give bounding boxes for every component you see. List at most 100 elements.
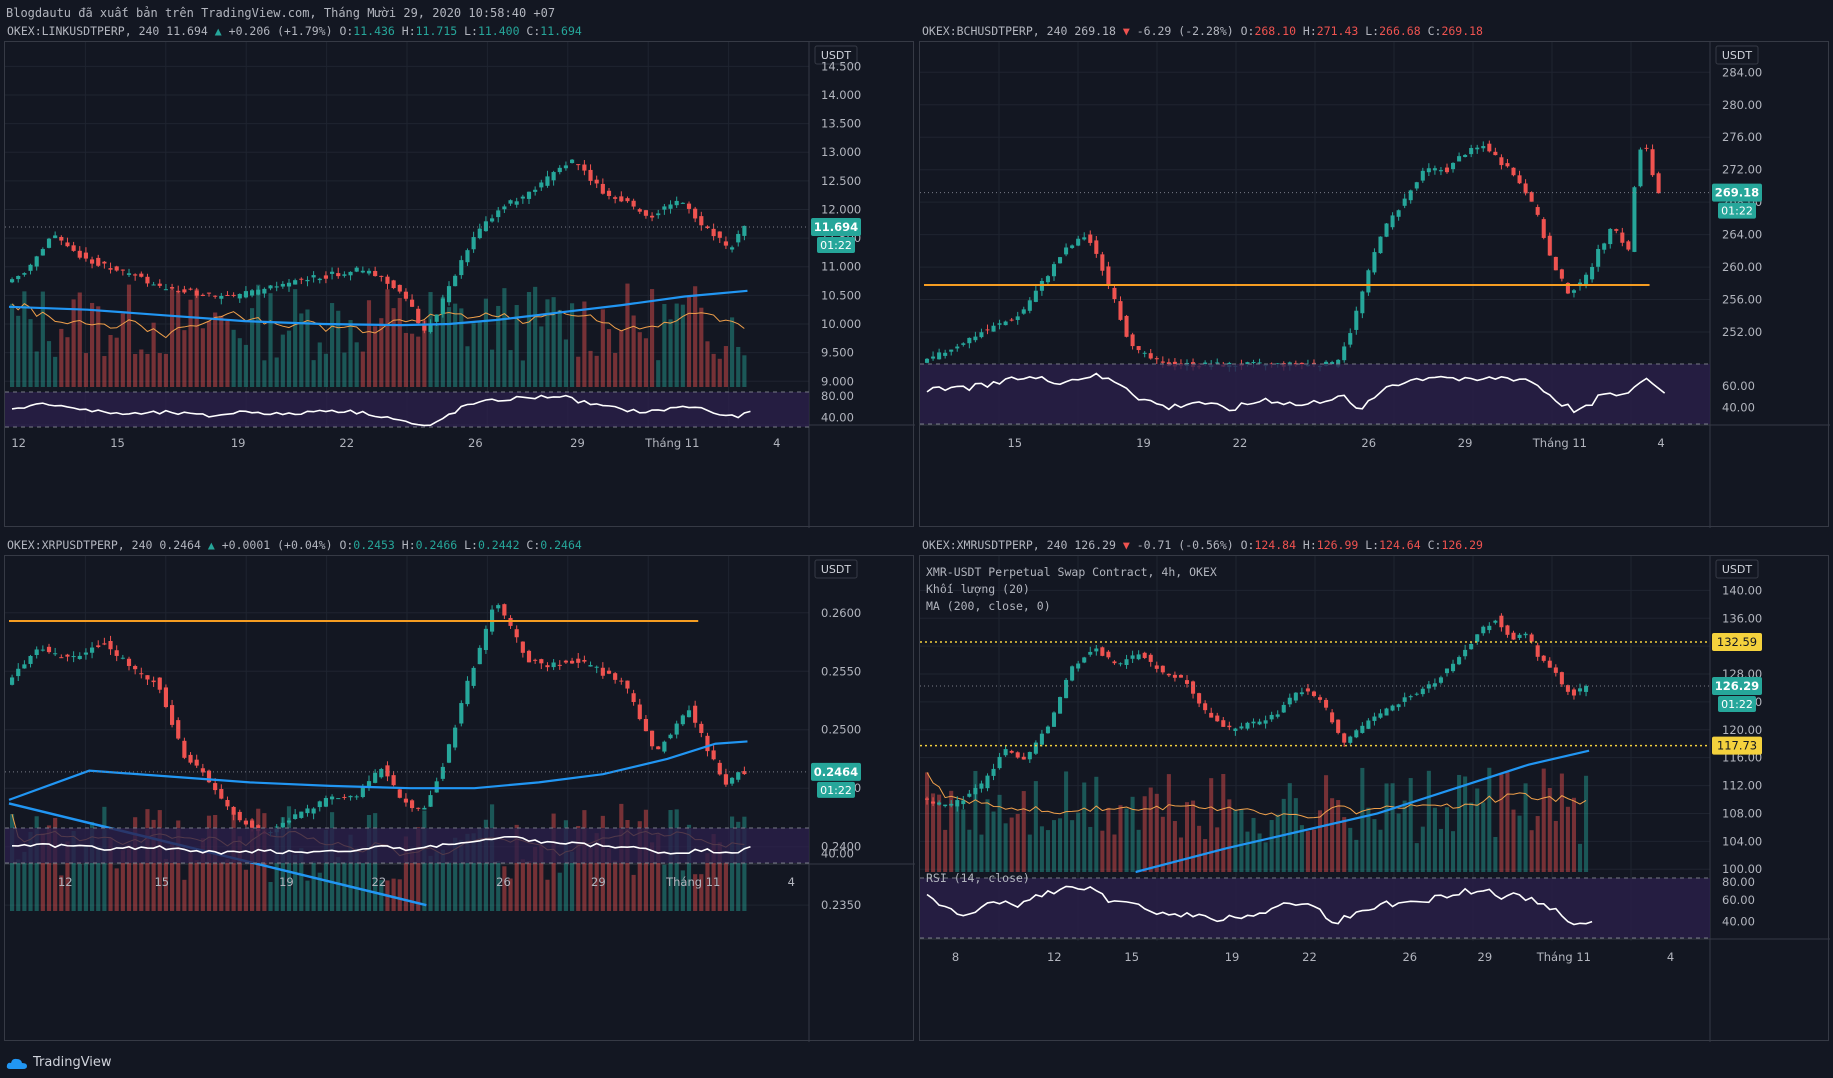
volume-bar — [1481, 802, 1486, 872]
candle — [1408, 696, 1413, 698]
candle — [317, 278, 322, 281]
volume-bar — [176, 291, 181, 387]
volume-bar — [1463, 776, 1468, 872]
chart-svg-xrp[interactable]: USDT0.26000.25500.25000.24500.24000.2350… — [5, 556, 915, 1042]
candle — [557, 664, 562, 666]
candle — [151, 680, 156, 683]
chart-svg-xmr[interactable]: USDT140.00136.00132.00128.00124.00120.00… — [920, 556, 1830, 1042]
candle — [213, 295, 218, 297]
candle — [711, 228, 716, 237]
volume-bar — [163, 353, 168, 387]
candle — [102, 643, 107, 645]
price-tick-label: 0.2500 — [821, 723, 861, 737]
time-axis-label: 4 — [773, 436, 780, 450]
candle — [582, 659, 587, 662]
volume-bar — [1130, 796, 1135, 872]
chart-panel-xrp[interactable]: OKEX:XRPUSDTPERP, 240 0.2464 ▲ +0.0001 (… — [4, 538, 915, 1042]
rsi-tick-label: 80.00 — [1722, 875, 1755, 889]
candle — [219, 788, 224, 799]
volume-bar — [16, 315, 21, 387]
volume-bar — [403, 836, 408, 911]
time-axis-label: 12 — [1047, 950, 1062, 964]
chart-svg-bch[interactable]: USDT284.00280.00276.00272.00268.00264.00… — [920, 42, 1830, 528]
volume-bar — [1172, 821, 1177, 872]
price-tick-label: 264.00 — [1722, 228, 1762, 242]
candle — [145, 276, 150, 284]
candle — [46, 646, 52, 653]
volume-bar — [1118, 805, 1123, 872]
candle — [465, 250, 470, 263]
candle — [1541, 655, 1546, 661]
volume-bar — [1160, 816, 1165, 872]
volume-bar — [286, 330, 292, 387]
candle — [563, 660, 568, 663]
chart-panel-link[interactable]: OKEX:LINKUSDTPERP, 240 11.694 ▲ +0.206 (… — [4, 24, 915, 528]
candle — [1438, 677, 1443, 683]
volume-bar — [686, 824, 692, 911]
time-axis-label: 19 — [231, 436, 246, 450]
last-price-tag — [1712, 676, 1762, 695]
volume-bar — [194, 860, 199, 911]
candle — [520, 641, 525, 653]
candle — [979, 783, 984, 789]
volume-bar — [625, 819, 630, 911]
candle — [643, 210, 648, 216]
candle — [114, 650, 119, 656]
candle — [533, 659, 538, 661]
volume-bar — [1493, 836, 1498, 872]
candle — [237, 293, 242, 299]
candle — [1505, 625, 1510, 635]
last-price: 126.29 — [1074, 538, 1116, 552]
candle — [600, 183, 605, 194]
candle — [668, 734, 673, 739]
candle — [446, 286, 452, 303]
candle — [1100, 647, 1105, 656]
volume-bar — [1094, 776, 1099, 872]
candle — [10, 279, 15, 283]
price-tick-label: 140.00 — [1722, 583, 1762, 597]
candle — [526, 191, 532, 199]
chart-panel-xmr[interactable]: OKEX:XMRUSDTPERP, 240 126.29 ▼ -0.71 (-0… — [919, 538, 1830, 1042]
candle — [323, 798, 328, 807]
candle — [520, 196, 525, 199]
volume-bar — [225, 320, 230, 387]
volume-bar — [1251, 817, 1256, 872]
countdown-label: 01:22 — [820, 239, 852, 252]
volume-bar — [949, 790, 954, 872]
candle — [446, 744, 452, 763]
volume-bar — [280, 334, 285, 387]
candles — [10, 159, 747, 334]
candle — [1287, 697, 1292, 705]
volume-bar — [563, 820, 568, 911]
candle — [360, 270, 365, 273]
candle — [1348, 736, 1353, 743]
volume-bar — [520, 360, 525, 387]
candle — [1015, 316, 1020, 320]
candle — [1584, 274, 1589, 285]
candle — [299, 811, 304, 818]
candle — [967, 337, 972, 344]
candle — [53, 653, 58, 655]
candle — [1366, 720, 1371, 729]
candle — [410, 299, 415, 307]
footer-brand[interactable]: TradingView — [6, 1055, 112, 1070]
volume-bar — [342, 352, 347, 387]
low: 266.68 — [1379, 24, 1421, 38]
chart-panel-bch[interactable]: OKEX:BCHUSDTPERP, 240 269.18 ▼ -6.29 (-2… — [919, 24, 1830, 528]
countdown-tag — [1718, 695, 1756, 712]
volume-bar — [59, 328, 64, 387]
volume-bar — [705, 853, 710, 911]
volume-bar — [416, 336, 421, 387]
candle — [40, 249, 45, 256]
volume-bar — [662, 864, 667, 911]
volume-bar — [250, 308, 255, 387]
rsi-tick-label: 60.00 — [1722, 893, 1755, 907]
volume-bar — [1166, 774, 1171, 872]
volume-bar — [299, 313, 304, 387]
candle — [979, 332, 984, 338]
candle — [293, 280, 298, 285]
candle — [354, 796, 359, 798]
candle — [1160, 361, 1165, 363]
candle — [1009, 319, 1014, 321]
